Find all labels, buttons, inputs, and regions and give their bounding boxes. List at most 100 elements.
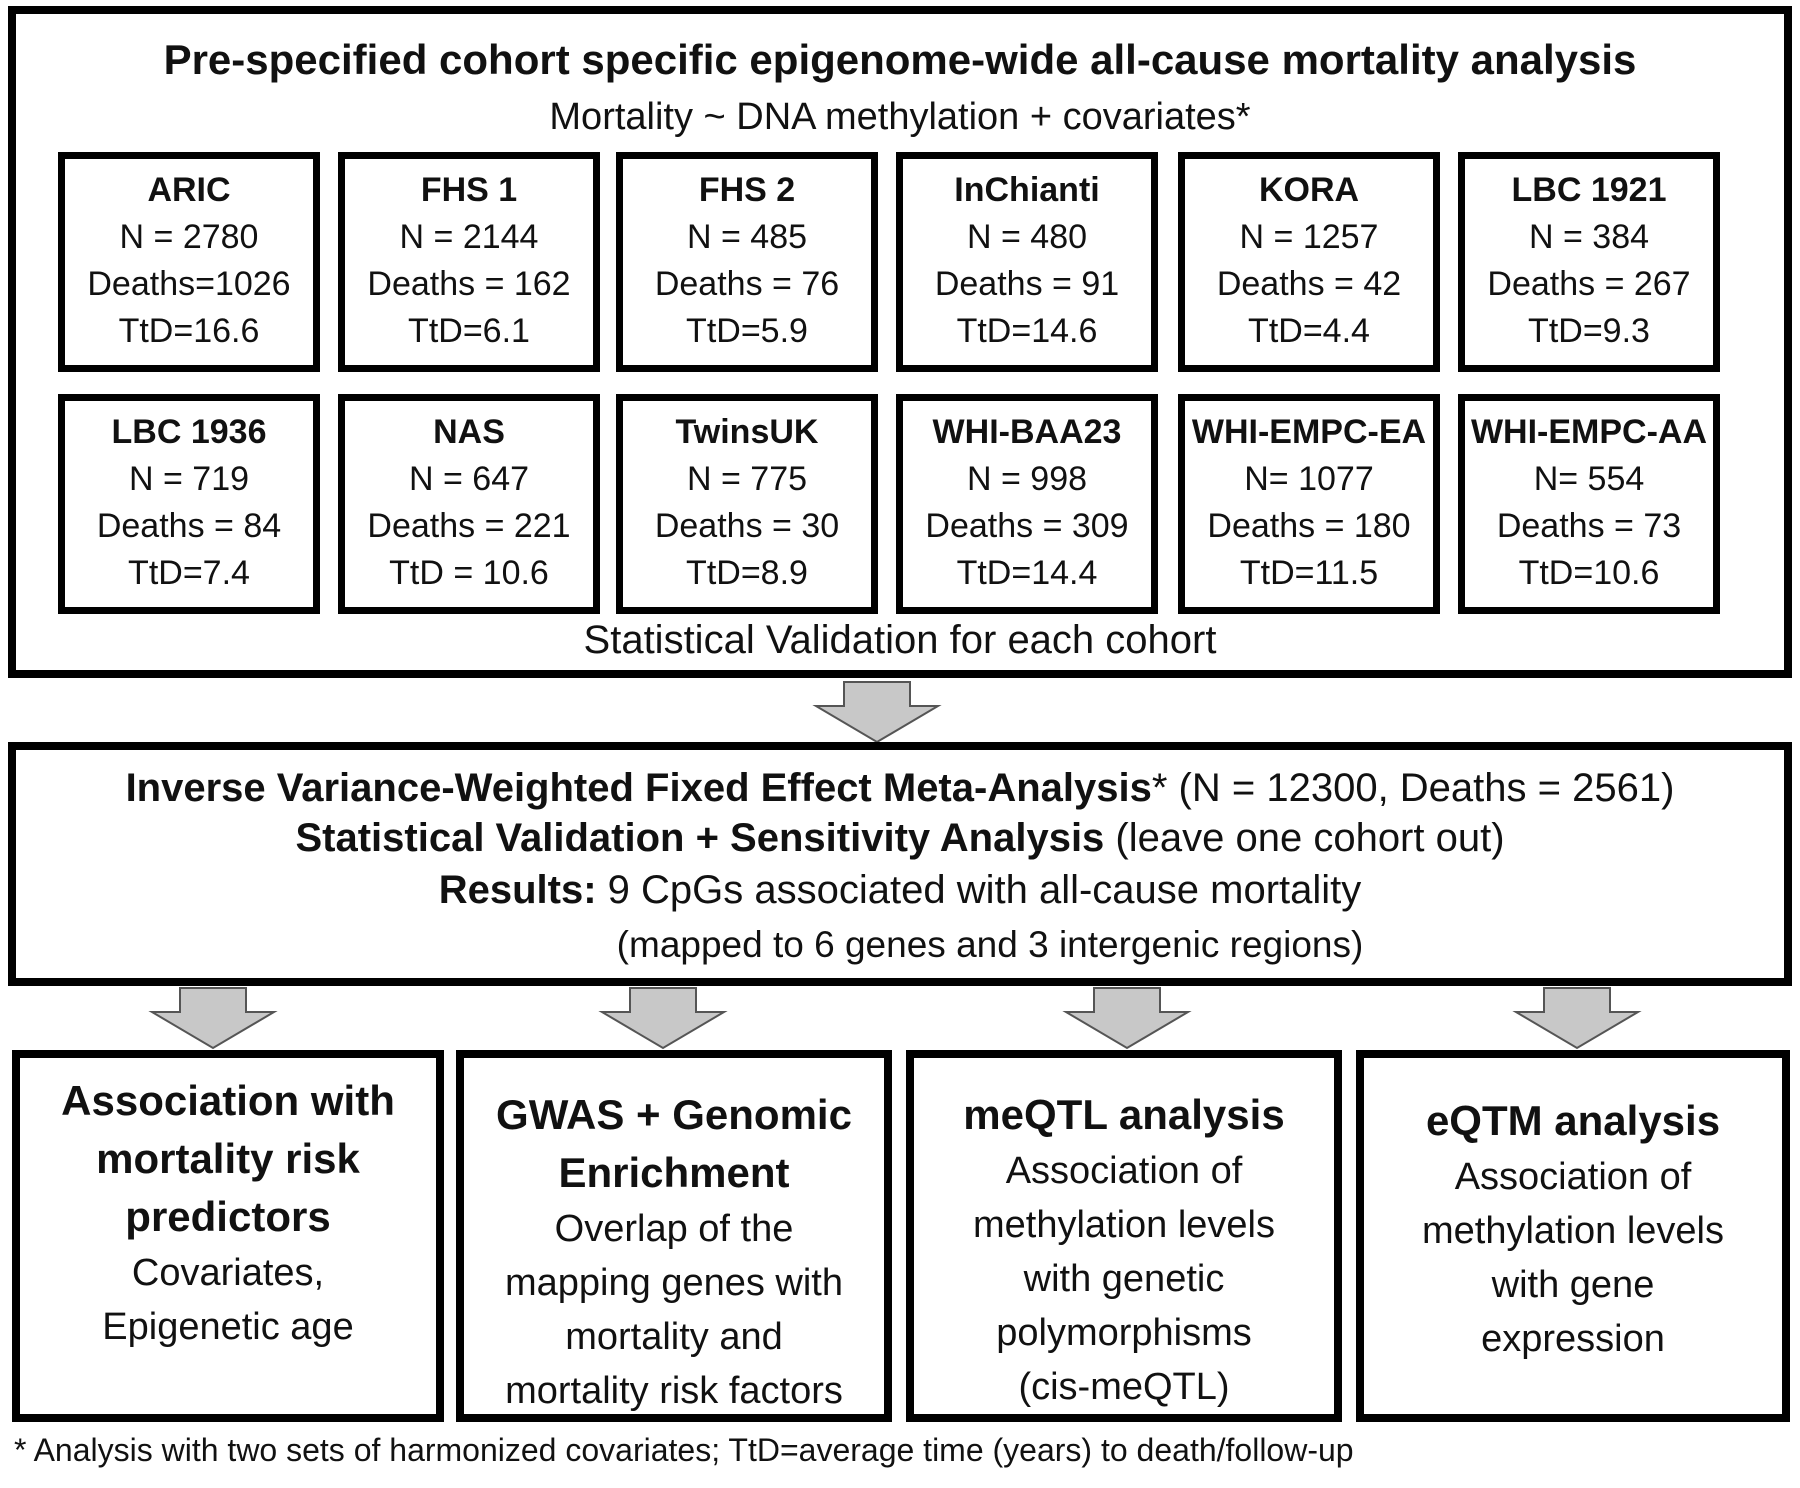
meta-analysis-method-title: Inverse Variance-Weighted Fixed Effect M…	[125, 766, 1152, 810]
cohort-n: N = 1257	[1239, 218, 1379, 256]
cohort-n: N = 485	[686, 218, 808, 256]
panel-body-line: with genetic	[1023, 1258, 1225, 1300]
cohort-deaths: Deaths = 76	[654, 265, 840, 303]
panel-title-line: GWAS + Genomic	[496, 1091, 852, 1138]
cohort-deaths: Deaths = 42	[1216, 265, 1402, 303]
cohort-deaths: Deaths = 221	[367, 507, 571, 545]
cohort-n: N= 1077	[1244, 460, 1374, 498]
panel-body-line: Overlap of the	[554, 1208, 794, 1250]
meta-analysis-validation-detail: (leave one cohort out)	[1104, 816, 1505, 860]
meta-analysis-results: Results: 9 CpGs associated with all-caus…	[16, 868, 1784, 913]
cohort-box-nas: NAS N = 647 Deaths = 221 TtD = 10.6	[338, 394, 600, 614]
down-arrow-icon	[148, 987, 278, 1050]
cohort-box-fhs1: FHS 1 N = 2144 Deaths = 162 TtD=6.1	[338, 152, 600, 372]
meta-analysis-results-title: Results:	[438, 868, 597, 912]
cohort-name: LBC 1936	[111, 413, 267, 451]
cohort-box-whi-baa23: WHI-BAA23 N = 998 Deaths = 309 TtD=14.4	[896, 394, 1158, 614]
meta-analysis-sample: * (N = 12300, Deaths = 2561)	[1151, 766, 1675, 810]
cohort-ttd: TtD=9.3	[1528, 312, 1650, 350]
cohort-deaths: Deaths = 309	[925, 507, 1129, 545]
panel-body-line: with gene	[1491, 1264, 1655, 1306]
cohort-analysis-panel: Pre-specified cohort specific epigenome-…	[8, 6, 1792, 678]
meta-analysis-validation-title: Statistical Validation + Sensitivity Ana…	[295, 816, 1105, 860]
panel-title-line: Association with	[61, 1077, 395, 1124]
cohort-box-lbc1936: LBC 1936 N = 719 Deaths = 84 TtD=7.4	[58, 394, 320, 614]
cohort-box-twinsuk: TwinsUK N = 775 Deaths = 30 TtD=8.9	[616, 394, 878, 614]
cohort-ttd: TtD=16.6	[118, 312, 260, 350]
panel-body-line: mortality risk factors	[505, 1370, 843, 1412]
panel-body-line: mortality and	[565, 1316, 783, 1358]
cohort-ttd: TtD=8.9	[686, 554, 808, 592]
cohort-name: WHI-EMPC-EA	[1191, 413, 1427, 451]
cohort-deaths: Deaths = 180	[1207, 507, 1411, 545]
down-arrow-icon	[1062, 987, 1192, 1050]
down-arrow-icon	[598, 987, 728, 1050]
panel-body-line: mapping genes with	[505, 1262, 843, 1304]
cohort-deaths: Deaths = 30	[654, 507, 840, 545]
panel-body-line: Association of	[1005, 1150, 1243, 1192]
down-arrow-icon	[812, 681, 942, 744]
panel-title-line: eQTM analysis	[1425, 1097, 1721, 1144]
cohort-analysis-title: Pre-specified cohort specific epigenome-…	[163, 36, 1637, 83]
cohort-ttd: TtD=14.4	[956, 554, 1098, 592]
panel-body-line: Covariates,	[131, 1252, 325, 1294]
meta-analysis-panel: Inverse Variance-Weighted Fixed Effect M…	[8, 742, 1792, 986]
cohort-name: LBC 1921	[1511, 171, 1667, 209]
panel-body-line: methylation levels	[1421, 1210, 1725, 1252]
cohort-box-inchianti: InChianti N = 480 Deaths = 91 TtD=14.6	[896, 152, 1158, 372]
meta-analysis-method: Inverse Variance-Weighted Fixed Effect M…	[16, 766, 1784, 811]
panel-body-line: methylation levels	[972, 1204, 1276, 1246]
panel-title-line: predictors	[125, 1193, 331, 1240]
cohort-name: WHI-BAA23	[932, 413, 1122, 451]
cohort-name: InChianti	[954, 171, 1100, 209]
meta-analysis-results-detail: 9 CpGs associated with all-cause mortali…	[596, 868, 1362, 912]
meta-analysis-validation: Statistical Validation + Sensitivity Ana…	[16, 816, 1784, 861]
panel-title-line: Enrichment	[558, 1149, 790, 1196]
cohort-ttd: TtD=10.6	[1518, 554, 1660, 592]
cohort-deaths: Deaths = 84	[96, 507, 282, 545]
cohort-deaths: Deaths = 73	[1496, 507, 1682, 545]
cohort-ttd: TtD=11.5	[1239, 554, 1379, 592]
panel-body-line: Association of	[1454, 1156, 1692, 1198]
panel-body-line: Epigenetic age	[102, 1306, 354, 1348]
risk-predictor-association-panel: Association with mortality risk predicto…	[12, 1050, 444, 1422]
down-arrow-icon	[1512, 987, 1642, 1050]
cohort-deaths: Deaths = 267	[1487, 265, 1691, 303]
cohort-name: TwinsUK	[675, 413, 819, 451]
cohort-box-lbc1921: LBC 1921 N = 384 Deaths = 267 TtD=9.3	[1458, 152, 1720, 372]
gwas-enrichment-panel: GWAS + Genomic Enrichment Overlap of the…	[456, 1050, 892, 1422]
eqtm-analysis-panel: eQTM analysis Association of methylation…	[1356, 1050, 1790, 1422]
cohort-box-aric: ARIC N = 2780 Deaths=1026 TtD=16.6	[58, 152, 320, 372]
cohort-ttd: TtD = 10.6	[389, 554, 549, 592]
cohort-n: N = 998	[966, 460, 1088, 498]
panel-title-line: meQTL analysis	[963, 1091, 1285, 1138]
cohort-ttd: TtD=5.9	[686, 312, 808, 350]
cohort-ttd: TtD=7.4	[128, 554, 250, 592]
cohort-box-fhs2: FHS 2 N = 485 Deaths = 76 TtD=5.9	[616, 152, 878, 372]
panel-body-line: polymorphisms	[996, 1312, 1252, 1354]
cohort-box-whi-empc-aa: WHI-EMPC-AA N= 554 Deaths = 73 TtD=10.6	[1458, 394, 1720, 614]
cohort-analysis-model: Mortality ~ DNA methylation + covariates…	[549, 96, 1251, 138]
cohort-name: NAS	[433, 413, 505, 451]
meqtl-analysis-panel: meQTL analysis Association of methylatio…	[906, 1050, 1342, 1422]
cohort-deaths: Deaths=1026	[87, 265, 291, 303]
cohort-ttd: TtD=14.6	[956, 312, 1098, 350]
cohort-ttd: TtD=4.4	[1248, 312, 1370, 350]
cohort-n: N = 647	[408, 460, 530, 498]
cohort-n: N = 2144	[399, 218, 539, 256]
cohort-n: N = 775	[686, 460, 808, 498]
cohort-name: ARIC	[147, 171, 231, 209]
cohort-validation-label: Statistical Validation for each cohort	[583, 618, 1217, 662]
cohort-n: N = 719	[128, 460, 250, 498]
cohort-ttd: TtD=6.1	[408, 312, 530, 350]
cohort-deaths: Deaths = 91	[934, 265, 1120, 303]
footnote: * Analysis with two sets of harmonized c…	[14, 1432, 1354, 1468]
panel-body-line: expression	[1481, 1318, 1665, 1360]
panel-body-line: (cis-meQTL)	[1018, 1366, 1230, 1408]
meta-analysis-mapping: (mapped to 6 genes and 3 intergenic regi…	[616, 924, 1364, 965]
cohort-box-whi-empc-ea: WHI-EMPC-EA N= 1077 Deaths = 180 TtD=11.…	[1178, 394, 1440, 614]
panel-title-line: mortality risk	[96, 1135, 360, 1182]
cohort-n: N = 480	[966, 218, 1088, 256]
cohort-name: FHS 2	[698, 171, 796, 209]
cohort-n: N = 384	[1528, 218, 1650, 256]
